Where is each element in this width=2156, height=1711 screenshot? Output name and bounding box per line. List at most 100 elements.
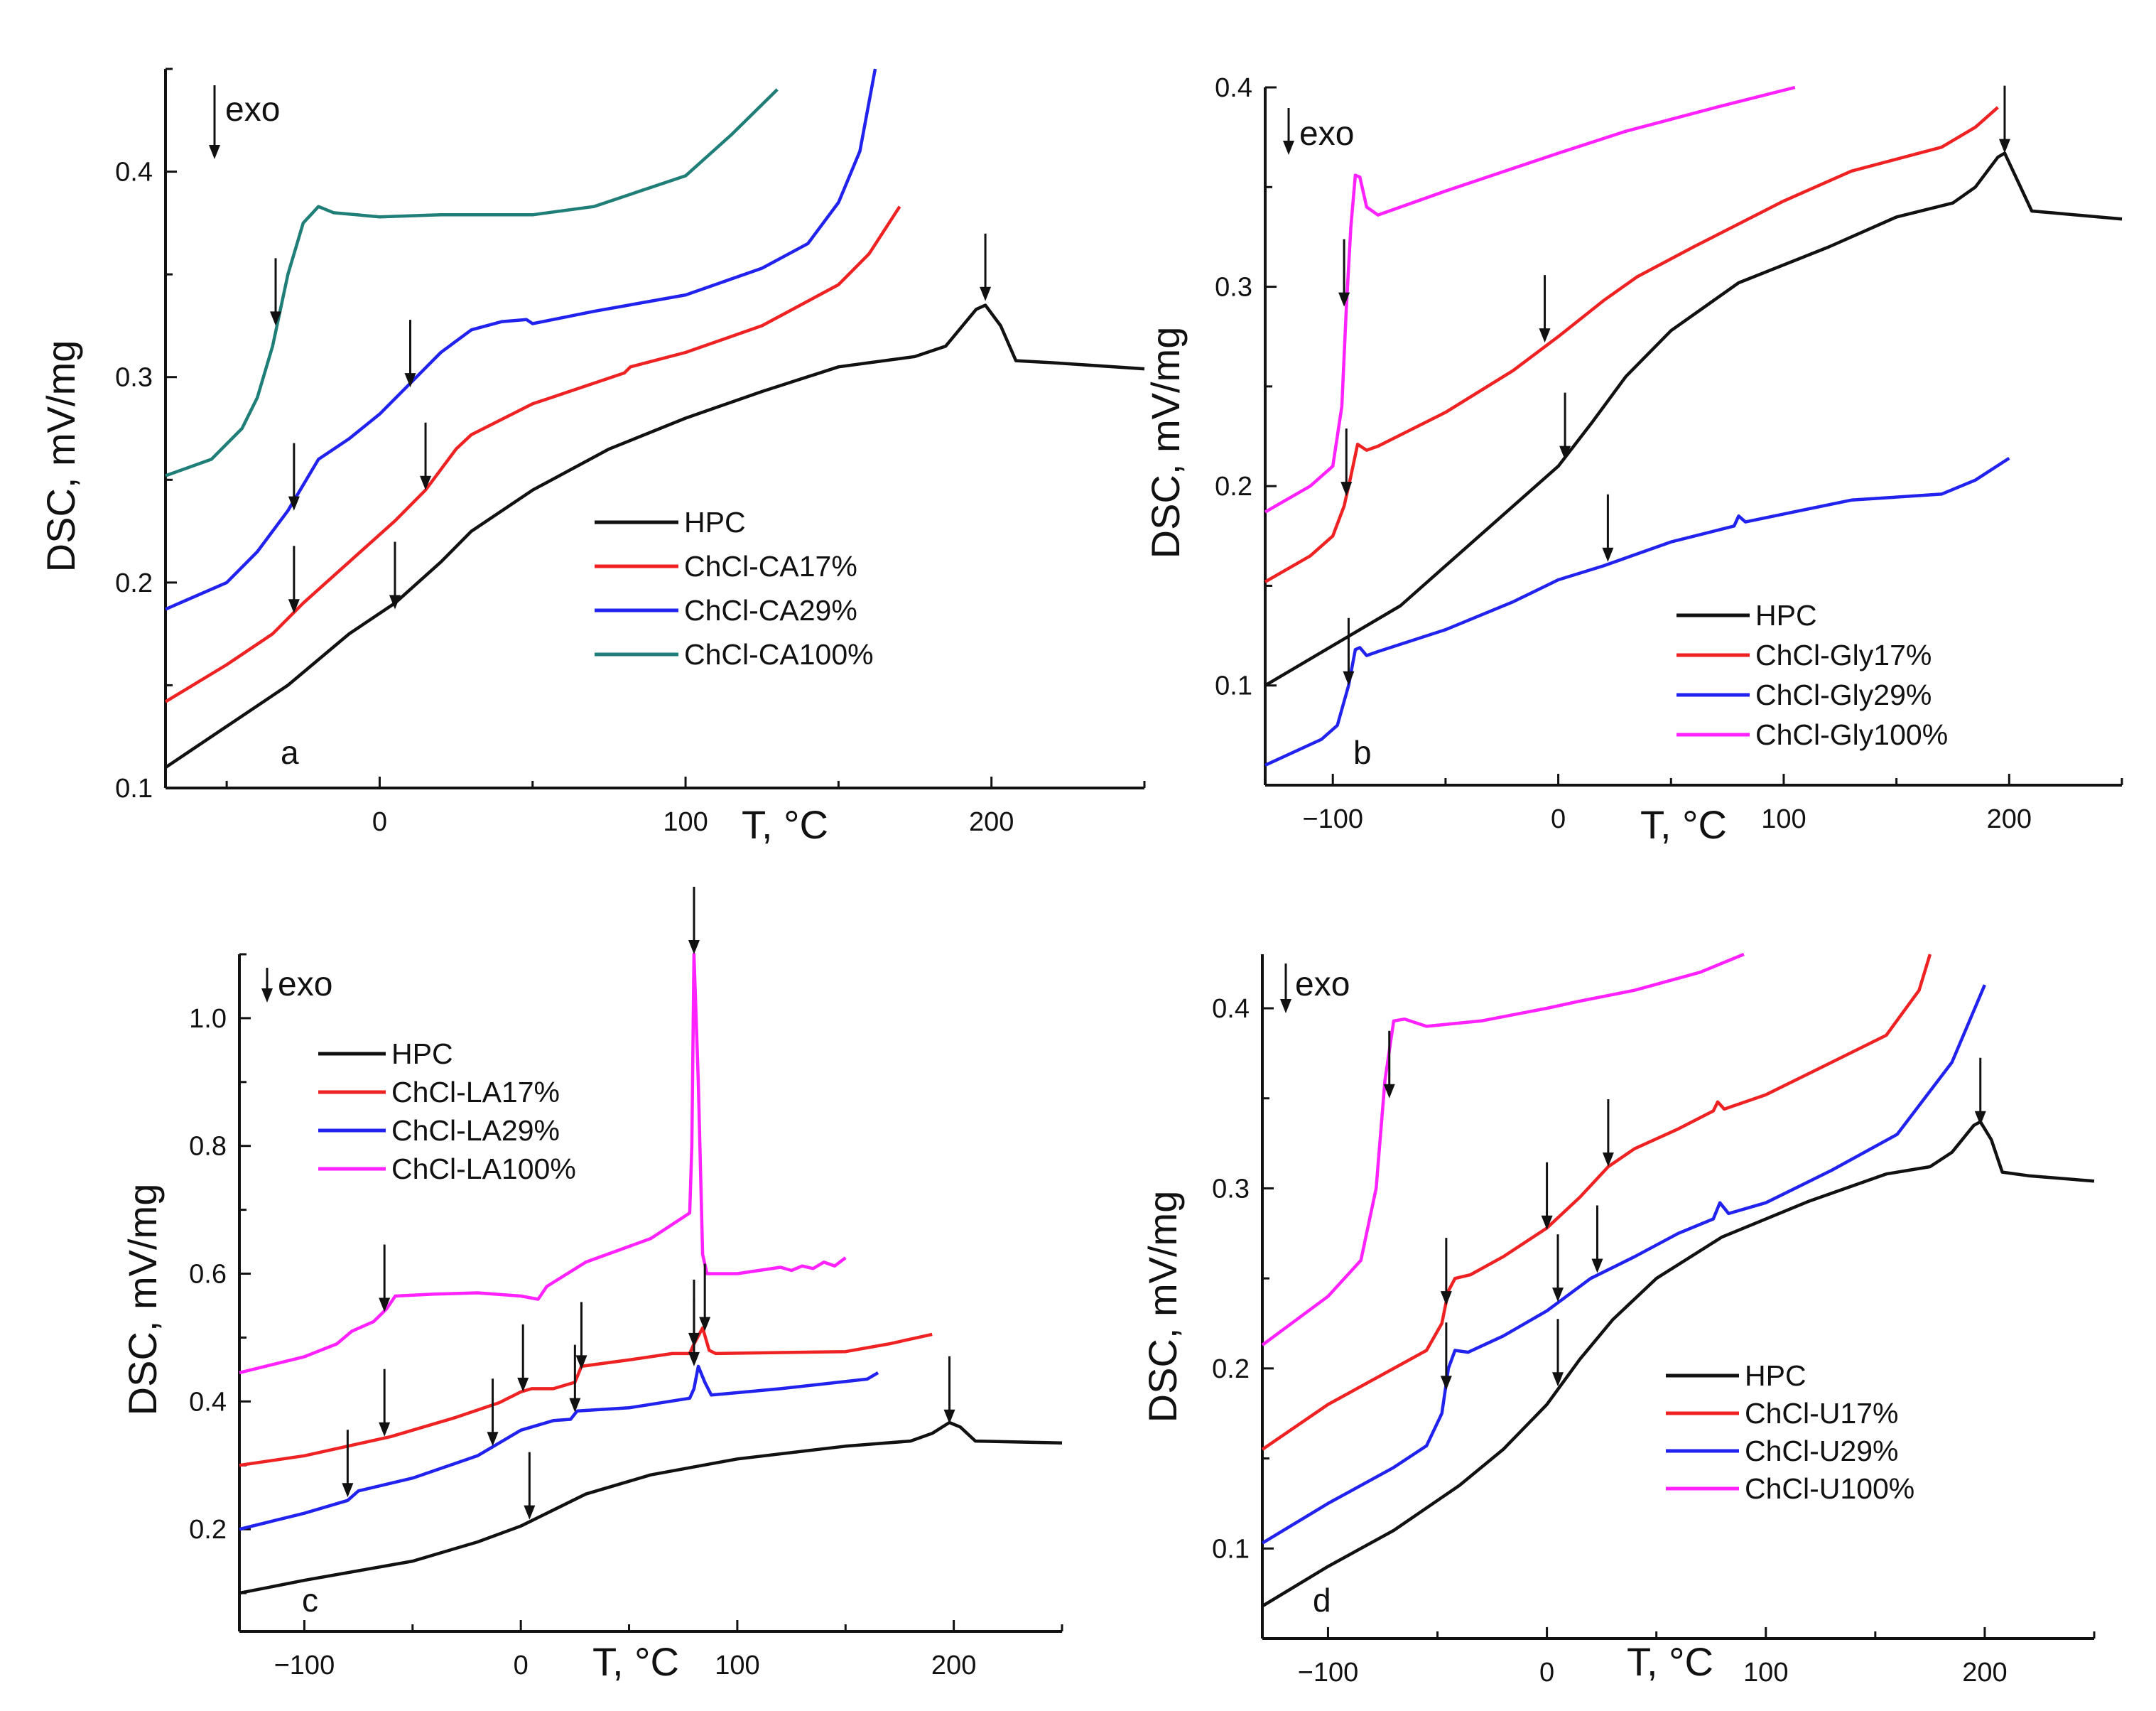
transition-arrow — [943, 1356, 955, 1424]
legend-label: HPC — [1755, 599, 1817, 632]
exo-arrow-icon-head — [1280, 999, 1291, 1013]
transition-arrow-head — [288, 496, 300, 511]
transition-arrow-head — [1383, 1084, 1395, 1099]
transition-arrow-head — [524, 1505, 536, 1520]
y-tick-label: 0.3 — [115, 363, 153, 393]
y-axis-label: DSC, mV/mg — [1140, 1191, 1185, 1423]
legend-label: ChCl-Gly17% — [1755, 639, 1932, 671]
transition-arrow — [569, 1344, 581, 1413]
x-tick-label: −100 — [274, 1651, 335, 1680]
transition-arrow — [288, 546, 300, 614]
panel-label: a — [281, 734, 299, 771]
transition-arrow — [1591, 1205, 1603, 1273]
x-tick-label: 0 — [1539, 1658, 1554, 1688]
exo-arrow-icon-head — [209, 145, 220, 159]
chart-panel-a: 0 100 200 0.1 0.2 0.3 0.4 HPC ChCl-CA17% ChCl-CA2… — [38, 68, 1146, 847]
x-tick-label: −100 — [1302, 804, 1363, 834]
x-tick-label: 0 — [514, 1651, 529, 1680]
chart-panel-c: −100 0 100 200 0.2 0.4 0.6 0.8 1.0 HPC ChCl-LA17% C… — [120, 887, 1063, 1684]
transition-arrow-head — [1602, 1153, 1614, 1167]
transition-arrow — [1552, 1319, 1564, 1387]
transition-arrow-head — [1974, 1111, 1986, 1126]
transition-arrow — [1440, 1238, 1452, 1306]
y-tick-label: 0.2 — [189, 1515, 227, 1545]
x-tick-label: 100 — [715, 1651, 759, 1680]
panel-label: d — [1313, 1582, 1331, 1619]
x-tick-label: 200 — [1987, 804, 2032, 834]
transition-arrow — [270, 258, 282, 326]
x-tick-label: 200 — [969, 807, 1014, 837]
transition-arrow — [1559, 392, 1571, 460]
chart-panel-b: −100 0 100 200 0.1 0.2 0.3 0.4 HPC ChCl-Gly17% ChC… — [1143, 73, 2123, 847]
transition-arrow — [1338, 239, 1350, 307]
transition-arrow — [1998, 85, 2010, 153]
y-tick-label: 0.8 — [189, 1132, 227, 1162]
y-axis-label: DSC, mV/mg — [38, 340, 83, 573]
transition-arrow-head — [943, 1409, 955, 1424]
series-line-chcl-u100- — [1261, 952, 1745, 1346]
x-axis-label: T, °C — [1640, 802, 1727, 847]
transition-arrow — [1539, 275, 1551, 343]
y-tick-label: 0.1 — [1215, 671, 1252, 701]
legend-label: ChCl-CA100% — [684, 638, 874, 671]
transition-arrow-head — [420, 475, 432, 490]
series-line-chcl-la100- — [239, 952, 847, 1375]
transition-arrow — [379, 1244, 391, 1312]
legend-label: ChCl-CA17% — [684, 550, 857, 583]
transition-arrow — [404, 320, 416, 388]
x-tick-label: 0 — [1551, 804, 1566, 834]
chart-panel-d: −100 0 100 200 0.1 0.2 0.3 0.4 HPC ChCl-U17% ChCl-… — [1140, 952, 2096, 1688]
y-axis-label: DSC, mV/mg — [1143, 327, 1188, 559]
y-tick-label: 0.6 — [189, 1260, 227, 1290]
series-line-hpc — [164, 303, 1145, 769]
legend-label: ChCl-Gly100% — [1755, 718, 1948, 751]
transition-arrow-head — [404, 373, 416, 388]
legend-label: ChCl-CA29% — [684, 594, 857, 627]
legend-label: ChCl-U29% — [1745, 1435, 1898, 1467]
y-tick-label: 0.2 — [1215, 472, 1252, 502]
y-tick-label: 1.0 — [189, 1004, 227, 1034]
transition-arrow — [487, 1378, 499, 1447]
x-tick-label: 0 — [372, 807, 387, 837]
transition-arrow-head — [1539, 328, 1551, 343]
transition-arrow-head — [1340, 482, 1353, 497]
legend: HPC ChCl-LA17% ChCl-LA29% ChCl-LA100% — [318, 1037, 576, 1185]
transition-arrow-head — [1541, 1215, 1553, 1230]
y-tick-label: 0.4 — [189, 1387, 227, 1417]
series-line-chcl-la17- — [239, 1326, 933, 1467]
legend: HPC ChCl-U17% ChCl-U29% ChCl-U100% — [1666, 1359, 1914, 1505]
x-axis-label: T, °C — [1627, 1639, 1713, 1684]
exo-label: exo — [225, 91, 280, 129]
transition-arrow-head — [1998, 139, 2010, 153]
transition-arrow-head — [389, 595, 401, 610]
transition-arrow — [517, 1324, 529, 1392]
transition-arrow — [288, 443, 300, 511]
y-axis-label: DSC, mV/mg — [120, 1184, 165, 1416]
panel-label: c — [302, 1582, 318, 1619]
series-line-chcl-ca17- — [164, 205, 901, 703]
legend-label: ChCl-Gly29% — [1755, 679, 1932, 711]
series-line-chcl-la29- — [239, 1364, 879, 1531]
series-line-chcl-ca100- — [165, 88, 779, 477]
y-tick-label: 0.1 — [115, 774, 153, 804]
exo-arrow-icon-head — [1283, 141, 1294, 155]
transition-arrow — [1383, 1030, 1395, 1099]
transition-arrow-head — [379, 1422, 391, 1437]
x-tick-label: 200 — [931, 1651, 976, 1680]
exo-label: exo — [1299, 115, 1354, 153]
transition-arrow-head — [980, 286, 992, 301]
series-line-hpc — [1261, 1120, 2095, 1608]
y-tick-label: 0.4 — [115, 158, 153, 188]
exo-label: exo — [278, 966, 332, 1003]
transition-arrow-head — [517, 1377, 529, 1392]
series-line-chcl-u17- — [1261, 954, 1932, 1451]
transition-arrow — [1343, 617, 1355, 686]
y-tick-label: 0.2 — [115, 568, 153, 598]
y-tick-label: 0.3 — [1215, 273, 1252, 303]
x-tick-label: 100 — [1761, 804, 1806, 834]
transition-arrow-head — [288, 599, 300, 614]
transition-arrow — [1602, 1099, 1614, 1167]
transition-arrow — [1440, 1322, 1452, 1391]
transition-arrow — [1602, 494, 1614, 562]
